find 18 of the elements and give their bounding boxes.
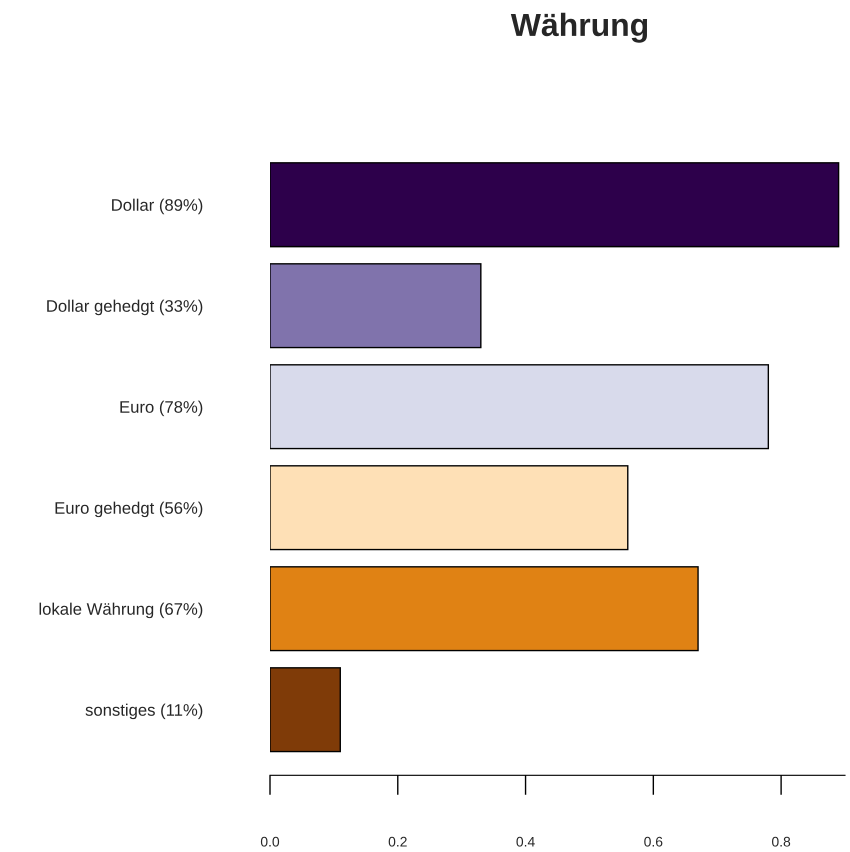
y-tick-label: Euro (78%) [120, 400, 202, 416]
bar [270, 364, 770, 450]
y-tick-label: lokale Währung (67%) [40, 602, 202, 618]
y-tick-label: Dollar (89%) [112, 198, 202, 214]
bar [270, 263, 482, 348]
x-tick-label: 0.2 [388, 836, 407, 847]
bar [270, 566, 699, 652]
bar [270, 465, 628, 550]
chart-title: Währung [510, 12, 648, 43]
x-tick-label: 0.6 [644, 836, 662, 847]
x-tick-label: 0.8 [772, 836, 790, 847]
x-tick-label: 0.4 [516, 836, 535, 847]
y-tick-label: sonstiges (11%) [86, 704, 202, 720]
bar [270, 667, 341, 752]
bar [270, 162, 840, 248]
y-tick-label: Dollar gehedgt (33%) [47, 300, 202, 316]
x-tick-label: 0.0 [260, 836, 280, 847]
y-tick-label: Euro gehedgt (56%) [56, 502, 202, 518]
